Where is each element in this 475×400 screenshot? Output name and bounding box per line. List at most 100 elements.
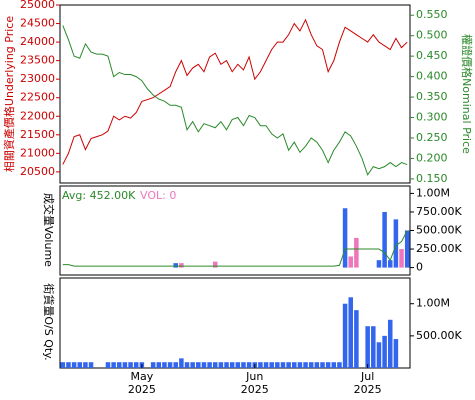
y-tick-label: 23000: [20, 72, 55, 85]
y2-tick-label: 0.150: [416, 172, 448, 185]
bar: [241, 362, 246, 368]
bar: [212, 362, 218, 368]
bar: [201, 362, 207, 368]
x-tick-label: Jun 2025: [240, 370, 269, 396]
bar: [308, 362, 314, 368]
bar: [196, 362, 201, 368]
bar: [314, 362, 320, 368]
bar: [342, 303, 348, 368]
line: [62, 230, 408, 267]
avg-label: Avg: 452.00K: [62, 189, 136, 202]
y-tick-label: 500.00K: [416, 224, 462, 237]
bar: [179, 263, 184, 268]
bar: [320, 362, 325, 368]
y2-tick-label: 0.550: [416, 8, 448, 21]
bar: [280, 362, 286, 368]
bar: [275, 362, 280, 368]
bar: [71, 362, 77, 368]
volume-axis-label: 成交量Volume: [42, 193, 56, 267]
y-tick-label: 24500: [20, 17, 55, 30]
bar: [382, 335, 387, 368]
bar: [376, 260, 382, 268]
bar: [286, 362, 291, 368]
bar: [365, 326, 370, 368]
bar: [122, 362, 128, 368]
y-tick-label: 21500: [20, 128, 55, 141]
bar: [173, 263, 178, 268]
x-tick-label: Jul 2025: [353, 370, 382, 396]
y-tick-label: 20500: [20, 165, 55, 178]
bar: [387, 319, 393, 368]
line: [62, 25, 408, 176]
bar: [190, 362, 195, 368]
y-tick-label: 1.00M: [416, 186, 450, 199]
bar: [292, 362, 297, 368]
bar: [167, 362, 173, 368]
y2-tick-label: 0.250: [416, 131, 448, 144]
y-tick-label: 0: [416, 261, 423, 274]
y-tick-label: 1.00M: [416, 297, 450, 310]
bar: [246, 362, 252, 368]
bar: [354, 237, 359, 268]
bar: [393, 219, 399, 268]
bar: [235, 362, 241, 368]
y2-tick-label: 0.350: [416, 90, 448, 103]
bar: [207, 362, 212, 368]
bar: [303, 362, 308, 368]
y2-axis-label: 權證價格Nominal Price: [460, 34, 474, 154]
price-panel: [59, 4, 411, 184]
bar: [150, 362, 156, 368]
y2-tick-label: 0.400: [416, 70, 448, 83]
y-axis-label: 相關資產價格Underlying Price: [2, 16, 16, 172]
bar: [348, 256, 353, 268]
x-tick-label: May 2025: [127, 370, 156, 396]
line: [62, 18, 408, 165]
y-tick-label: 24000: [20, 35, 55, 48]
y2-tick-label: 0.200: [416, 151, 448, 164]
bar: [387, 260, 393, 268]
bar: [117, 362, 122, 368]
bar: [258, 362, 263, 368]
bar: [404, 230, 410, 268]
y-tick-label: 23500: [20, 54, 55, 67]
bar: [297, 362, 303, 368]
bar: [88, 362, 94, 368]
bar: [399, 249, 404, 268]
y-tick-label: 22500: [20, 91, 55, 104]
os-axis-label: 街貨量O/S Qty.: [42, 283, 56, 360]
bar: [60, 362, 66, 368]
bar: [229, 362, 235, 368]
bar: [83, 362, 88, 368]
bar: [212, 261, 218, 268]
bar: [376, 342, 382, 368]
y2-tick-label: 0.300: [416, 111, 448, 124]
bar: [111, 362, 116, 368]
y-tick-label: 21000: [20, 146, 55, 159]
bar: [263, 362, 269, 368]
bar: [128, 362, 133, 368]
y2-tick-label: 0.450: [416, 49, 448, 62]
bar: [382, 211, 387, 268]
bar: [269, 362, 274, 368]
bar: [337, 362, 342, 368]
bar: [156, 362, 162, 368]
bar: [224, 362, 229, 368]
bar: [354, 310, 359, 368]
bar: [218, 362, 224, 368]
y-tick-label: 750.00K: [416, 205, 462, 218]
bar: [66, 362, 71, 368]
bar: [348, 297, 353, 368]
os-panel: [59, 277, 411, 369]
bar: [133, 362, 139, 368]
y2-tick-label: 0.500: [416, 29, 448, 42]
bar: [77, 362, 83, 368]
bar: [393, 339, 399, 368]
y-tick-label: 250.00K: [416, 242, 462, 255]
bar: [173, 362, 178, 368]
y-tick-label: 25000: [20, 0, 55, 11]
bar: [325, 362, 331, 368]
vol-label: VOL: 0: [140, 189, 176, 202]
bar: [162, 362, 167, 368]
